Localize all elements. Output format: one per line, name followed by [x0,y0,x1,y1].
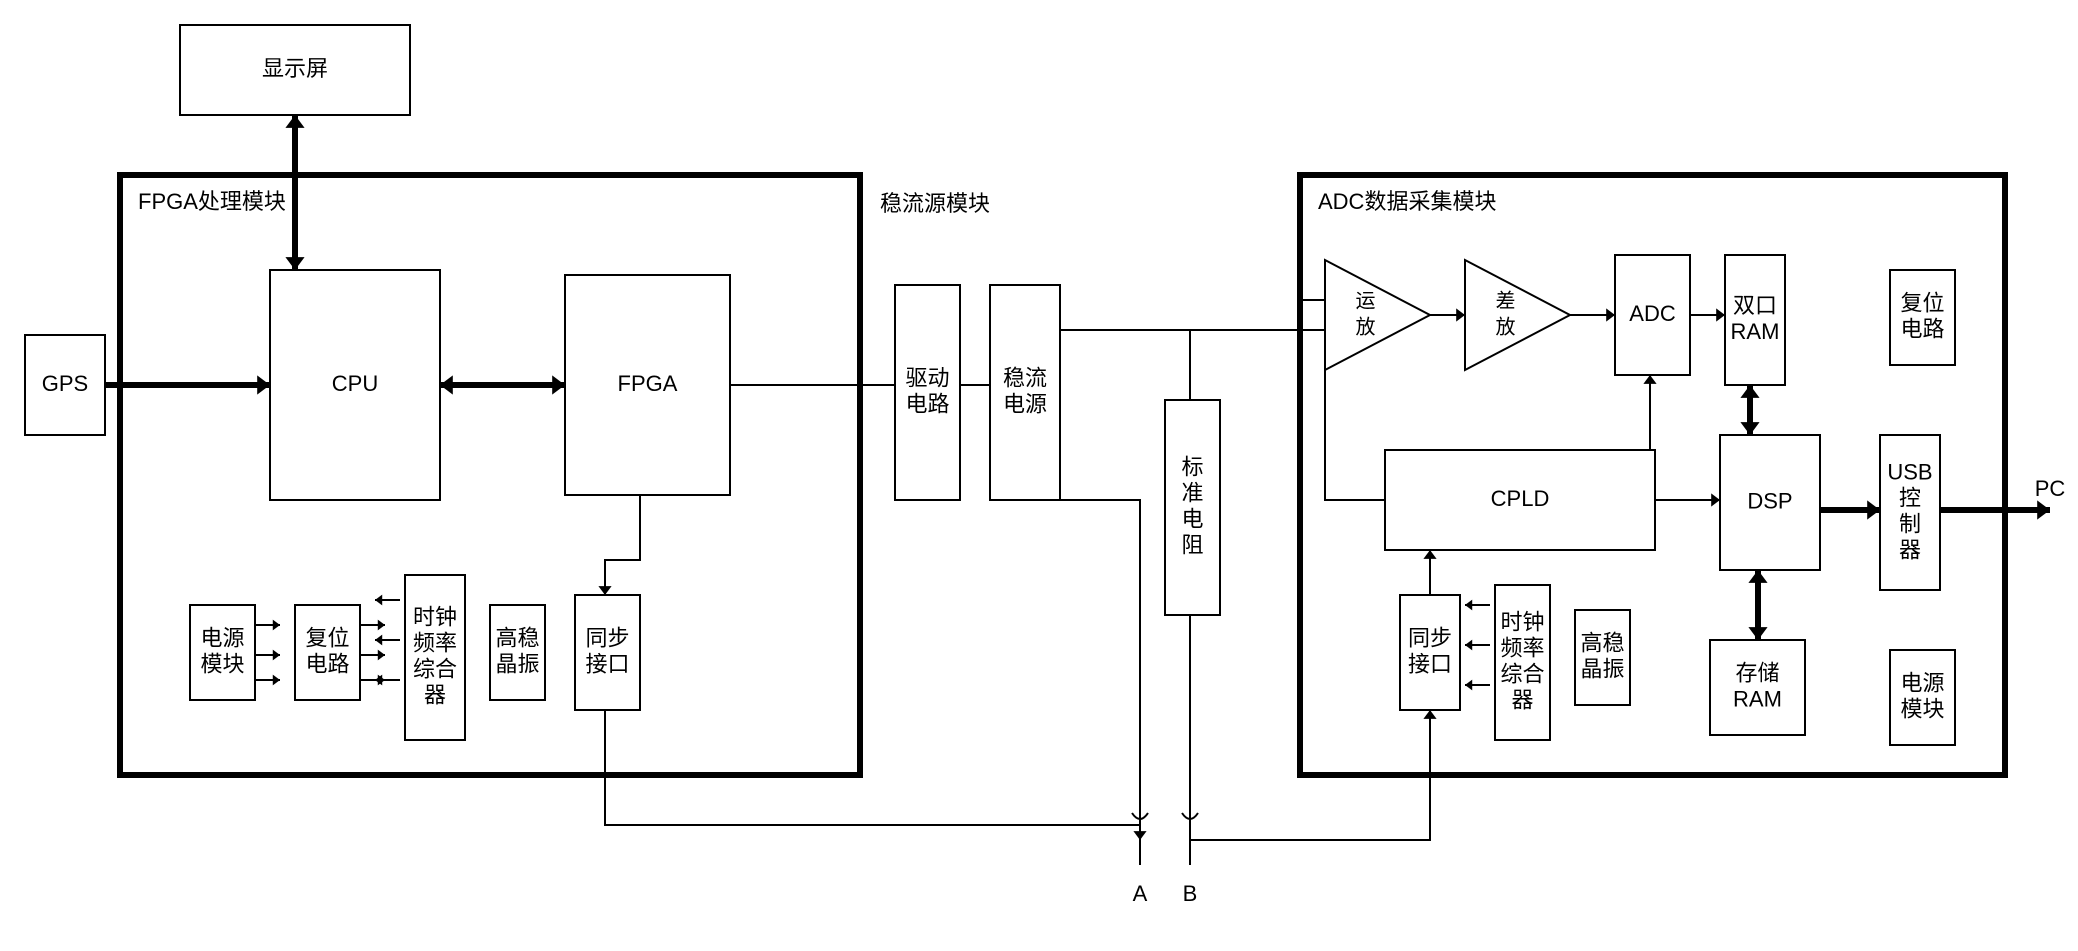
svg-text:B: B [1183,881,1198,906]
svg-text:接口: 接口 [585,651,629,676]
svg-text:标: 标 [1181,454,1203,479]
svg-text:RAM: RAM [1731,319,1780,344]
svg-text:器: 器 [1511,687,1533,712]
svg-text:PC: PC [2035,476,2066,501]
svg-text:综合: 综合 [1500,661,1544,686]
svg-text:双口: 双口 [1733,293,1777,318]
svg-text:晶振: 晶振 [1580,656,1624,681]
svg-text:准: 准 [1181,480,1203,505]
svg-text:稳流: 稳流 [1003,365,1047,390]
svg-text:复位: 复位 [305,625,349,650]
svg-text:存储: 存储 [1735,660,1779,685]
svg-text:电: 电 [1181,506,1203,531]
svg-text:复位: 复位 [1900,290,1944,315]
svg-text:高稳: 高稳 [495,625,539,650]
svg-text:电路: 电路 [1900,316,1944,341]
svg-text:电源: 电源 [1003,391,1047,416]
svg-text:CPLD: CPLD [1491,486,1550,511]
svg-text:电源: 电源 [1900,670,1944,695]
svg-text:器: 器 [1899,537,1921,562]
svg-text:放: 放 [1356,315,1376,338]
svg-text:GPS: GPS [42,371,88,396]
svg-text:时钟: 时钟 [413,604,457,629]
svg-text:FPGA处理模块: FPGA处理模块 [138,189,286,214]
svg-text:频率: 频率 [413,630,457,655]
svg-text:运: 运 [1356,290,1376,312]
svg-text:CPU: CPU [332,371,378,396]
svg-text:同步: 同步 [585,625,629,650]
svg-text:晶振: 晶振 [495,651,539,676]
svg-text:接口: 接口 [1408,651,1452,676]
svg-text:差: 差 [1496,289,1516,312]
svg-text:模块: 模块 [200,651,244,676]
svg-text:制: 制 [1899,511,1921,536]
svg-text:显示屏: 显示屏 [262,56,328,81]
svg-text:器: 器 [424,682,446,707]
diffamp [1465,260,1570,370]
svg-text:放: 放 [1496,315,1516,338]
svg-text:DSP: DSP [1747,488,1792,513]
svg-text:电路: 电路 [305,651,349,676]
svg-text:A: A [1133,881,1148,906]
svg-text:稳流源模块: 稳流源模块 [880,191,990,216]
opamp [1325,260,1430,370]
svg-text:阻: 阻 [1181,532,1203,557]
svg-text:驱动: 驱动 [905,365,949,390]
svg-text:高稳: 高稳 [1580,630,1624,655]
svg-text:时钟: 时钟 [1500,609,1544,634]
svg-text:FPGA: FPGA [618,371,678,396]
block-diagram: 显示屏GPSCPUFPGA电源模块复位电路时钟频率综合器高稳晶振同步接口驱动电路… [0,0,2078,951]
svg-text:频率: 频率 [1500,635,1544,660]
svg-text:USB: USB [1887,459,1932,484]
svg-text:综合: 综合 [413,656,457,681]
svg-text:RAM: RAM [1733,686,1782,711]
svg-text:ADC数据采集模块: ADC数据采集模块 [1318,189,1496,214]
svg-text:同步: 同步 [1408,625,1452,650]
svg-text:ADC: ADC [1629,301,1676,326]
svg-text:模块: 模块 [1900,696,1944,721]
svg-text:控: 控 [1899,485,1921,510]
svg-text:电路: 电路 [905,391,949,416]
svg-text:电源: 电源 [200,625,244,650]
